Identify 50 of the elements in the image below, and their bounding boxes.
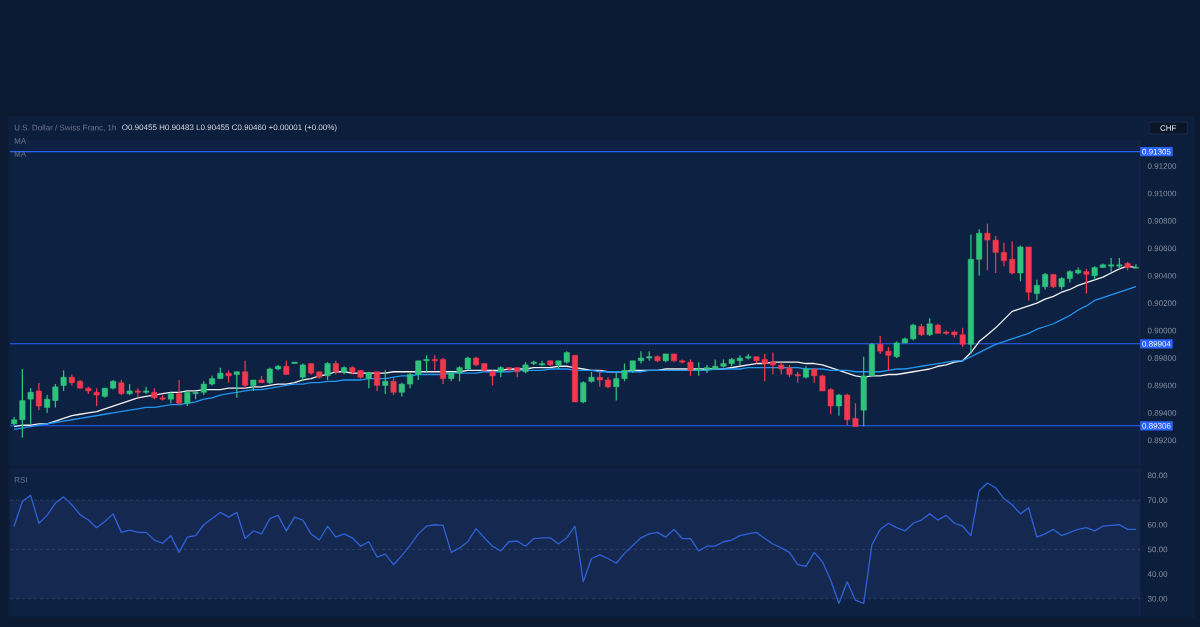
candlestick xyxy=(860,356,867,428)
y-tick-label: 80.00 xyxy=(1147,472,1168,479)
y-tick-label: 30.00 xyxy=(1147,595,1168,602)
candlestick xyxy=(1009,240,1016,276)
y-tick-label: 40.00 xyxy=(1147,571,1168,577)
y-tick-label: 0.89800 xyxy=(1147,355,1177,361)
candlestick xyxy=(539,360,545,367)
ref-line-label: 0.89306 xyxy=(1142,422,1171,429)
ref-line-label: 0.89904 xyxy=(1142,340,1171,347)
candlestick xyxy=(769,351,776,376)
y-tick-label: 60.00 xyxy=(1147,521,1168,528)
y-tick-label: 0.90000 xyxy=(1147,327,1177,334)
annotation: MA xyxy=(14,151,27,157)
candlestick xyxy=(233,371,240,399)
y-tick-label: 0.90200 xyxy=(1147,300,1177,307)
y-tick-label: 0.89200 xyxy=(1147,437,1177,444)
text: RSI xyxy=(14,477,27,483)
candlestick xyxy=(35,382,42,411)
ref-line-label: 0.91305 xyxy=(1142,148,1171,155)
candlestick xyxy=(143,386,150,395)
y-tick-label: 0.90800 xyxy=(1147,218,1177,224)
candlestick xyxy=(1075,266,1082,276)
candlestick xyxy=(976,228,983,277)
candlestick xyxy=(1017,244,1024,282)
candlestick xyxy=(580,380,587,404)
annotation: MA xyxy=(14,138,27,144)
candlestick xyxy=(506,367,512,373)
candlestick xyxy=(901,336,908,344)
y-tick-label: 0.90400 xyxy=(1147,272,1177,279)
candlestick xyxy=(382,369,389,395)
line-series xyxy=(13,482,1137,605)
candlestick xyxy=(704,364,710,374)
candlestick xyxy=(52,383,59,409)
candlestick xyxy=(19,368,26,439)
candlestick xyxy=(1025,246,1032,302)
y-tick-label: 0.89400 xyxy=(1147,410,1177,416)
candlestick xyxy=(27,387,34,425)
text: CHF xyxy=(1160,125,1177,131)
chart-subtitle: O0.90455 H0.90483 L0.90455 C0.90460 +0.00001 (+0.00%) xyxy=(122,124,337,132)
candlestick xyxy=(60,369,67,392)
y-tick-label: 0.90600 xyxy=(1147,245,1177,252)
candlestick xyxy=(1083,268,1090,295)
y-tick-label: 0.91000 xyxy=(1147,190,1177,197)
y-tick-label: 50.00 xyxy=(1147,546,1168,553)
chart-title: U.S. Dollar / Swiss Franc, 1h xyxy=(14,124,116,132)
y-tick-label: 70.00 xyxy=(1147,497,1168,503)
y-tick-label: 0.89600 xyxy=(1147,382,1177,389)
candlestick xyxy=(291,361,298,364)
candlestick xyxy=(1132,263,1139,269)
y-tick-label: 0.91200 xyxy=(1147,163,1177,169)
